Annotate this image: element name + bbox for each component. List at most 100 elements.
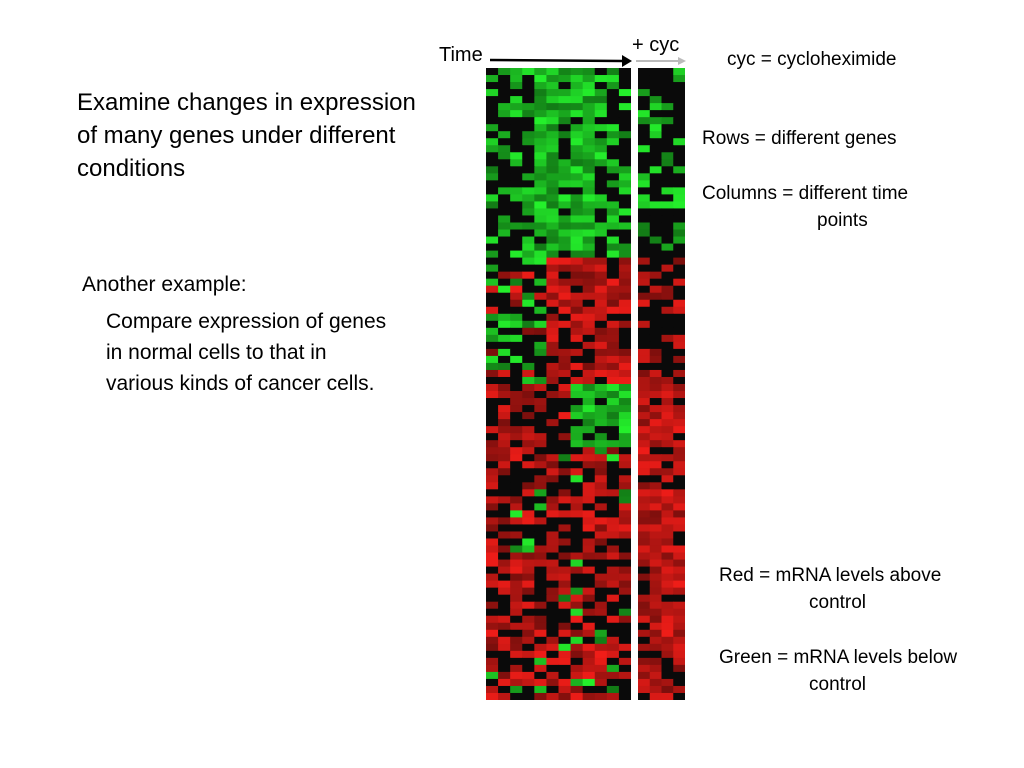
heatmap-cell: [498, 222, 511, 231]
heatmap-cell: [558, 692, 572, 700]
heatmap-cell: [618, 475, 631, 483]
heatmap-cell: [594, 671, 608, 680]
heatmap-cell: [649, 327, 663, 336]
heatmap-cell: [510, 664, 523, 673]
heatmap-cell: [661, 643, 674, 652]
heatmap-cell: [546, 131, 560, 139]
heatmap-cell: [534, 208, 548, 217]
heatmap-cell: [606, 327, 620, 336]
heatmap-cell: [486, 334, 499, 343]
heatmap-cell: [661, 482, 674, 490]
heatmap-cell: [673, 580, 685, 589]
heatmap-cell: [558, 306, 572, 315]
heatmap-cell: [486, 580, 499, 589]
heatmap-cell: [638, 622, 651, 631]
heatmap-cell: [498, 320, 511, 329]
heatmap-cell: [522, 636, 535, 645]
heatmap-cell: [570, 545, 584, 554]
heatmap-cell: [673, 376, 685, 385]
heatmap-cell: [534, 496, 548, 504]
heatmap-cell: [570, 419, 584, 427]
heatmap-cell: [546, 461, 560, 469]
heatmap-cell: [673, 552, 685, 561]
heatmap-cell: [558, 327, 572, 336]
heatmap-cell: [582, 643, 596, 652]
heatmap-cell: [594, 405, 608, 413]
heatmap-cell: [661, 475, 674, 483]
heatmap-cell: [606, 475, 620, 483]
heatmap-cell: [582, 96, 596, 104]
heatmap-cell: [522, 650, 535, 659]
heatmap-cell: [570, 615, 584, 624]
heatmap-cell: [618, 454, 631, 462]
heatmap-cell: [510, 587, 523, 596]
heatmap-cell: [510, 636, 523, 645]
heatmap-cell: [534, 362, 548, 371]
heatmap-cell: [510, 173, 523, 181]
heatmap-cell: [510, 103, 523, 111]
heatmap-cell: [649, 629, 663, 638]
heatmap-cell: [522, 145, 535, 153]
heatmap-cell: [570, 327, 584, 336]
heatmap-cell: [649, 313, 663, 322]
heatmap-cell: [486, 447, 499, 455]
main-text-line: conditions: [77, 155, 186, 182]
heatmap-cell: [522, 426, 535, 434]
heatmap-cell: [606, 89, 620, 97]
heatmap-cell: [486, 678, 499, 687]
heatmap-cell: [510, 264, 523, 273]
red-note: Red = mRNA levels above control: [719, 562, 941, 616]
heatmap-cell: [558, 131, 572, 139]
heatmap-cell: [582, 138, 596, 146]
heatmap-cell: [638, 138, 651, 146]
heatmap-cell: [606, 82, 620, 90]
heatmap-cell: [606, 678, 620, 687]
heatmap-cell: [498, 348, 511, 357]
heatmap-cell: [582, 250, 596, 259]
heatmap-cell: [510, 320, 523, 329]
heatmap-cell: [546, 629, 560, 638]
heatmap-cell: [486, 503, 499, 511]
heatmap-cell: [582, 348, 596, 357]
heatmap-cell: [498, 257, 511, 266]
heatmap-cell: [673, 166, 685, 174]
heatmap-cell: [649, 587, 663, 596]
heatmap-cell: [558, 573, 572, 582]
heatmap-cell: [618, 348, 631, 357]
heatmap-cell: [486, 96, 499, 104]
heatmap-cell: [570, 587, 584, 596]
heatmap-cell: [582, 103, 596, 111]
heatmap-cell: [638, 229, 651, 238]
heatmap-cell: [558, 334, 572, 343]
heatmap-cell: [661, 138, 674, 146]
heatmap-cell: [582, 313, 596, 322]
heatmap-cell: [522, 391, 535, 399]
heatmap-cell: [594, 271, 608, 280]
heatmap-time-series: [486, 68, 631, 700]
heatmap-cell: [673, 96, 685, 104]
heatmap-cell: [661, 334, 674, 343]
heatmap-cell: [638, 398, 651, 406]
heatmap-cell: [510, 566, 523, 575]
heatmap-cell: [546, 622, 560, 631]
heatmap-cell: [594, 145, 608, 153]
heatmap-cell: [661, 278, 674, 287]
heatmap-cell: [498, 313, 511, 322]
heatmap-cell: [546, 159, 560, 167]
heatmap-cell: [558, 405, 572, 413]
heatmap-cell: [486, 594, 499, 603]
heatmap-cell: [594, 524, 608, 533]
heatmap-cell: [570, 320, 584, 329]
heatmap-cell: [558, 398, 572, 406]
heatmap-cell: [546, 384, 560, 392]
heatmap-cell: [522, 201, 535, 210]
heatmap-cell: [606, 145, 620, 153]
heatmap-cell: [618, 615, 631, 624]
heatmap-cell: [594, 482, 608, 490]
heatmap-cell: [534, 103, 548, 111]
heatmap-cell: [522, 257, 535, 266]
heatmap-cell: [546, 103, 560, 111]
heatmap-cell: [649, 692, 663, 700]
heatmap-cell: [649, 468, 663, 476]
heatmap-cell: [673, 355, 685, 364]
